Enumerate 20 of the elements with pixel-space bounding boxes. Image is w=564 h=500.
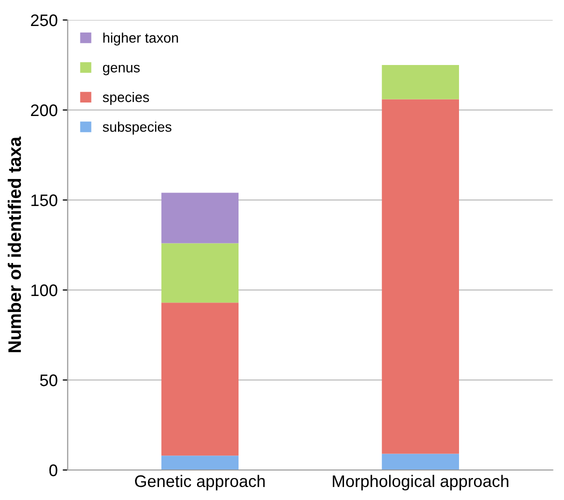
y-tick-label: 150 xyxy=(31,194,58,206)
bar xyxy=(161,192,239,244)
bar xyxy=(161,456,239,470)
x-tick-label: Genetic approach xyxy=(135,474,265,490)
legend-label: subspecies xyxy=(102,122,172,135)
y-tick-label: 50 xyxy=(40,374,58,386)
y-axis-title: Number of identified taxa xyxy=(8,136,22,352)
y-tick-label: 200 xyxy=(30,104,58,116)
bar xyxy=(382,454,460,470)
legend-label: species xyxy=(102,92,149,105)
bar xyxy=(382,99,460,454)
bar xyxy=(161,302,239,456)
legend-label: genus xyxy=(102,64,140,76)
bar xyxy=(161,243,239,303)
y-tick-label: 0 xyxy=(49,464,58,476)
x-tick-label: Morphological approach xyxy=(332,474,508,490)
legend-label: higher taxon xyxy=(103,32,178,46)
y-tick-label: 250 xyxy=(30,14,58,26)
y-tick-label: 100 xyxy=(31,284,58,296)
bar xyxy=(382,65,460,100)
